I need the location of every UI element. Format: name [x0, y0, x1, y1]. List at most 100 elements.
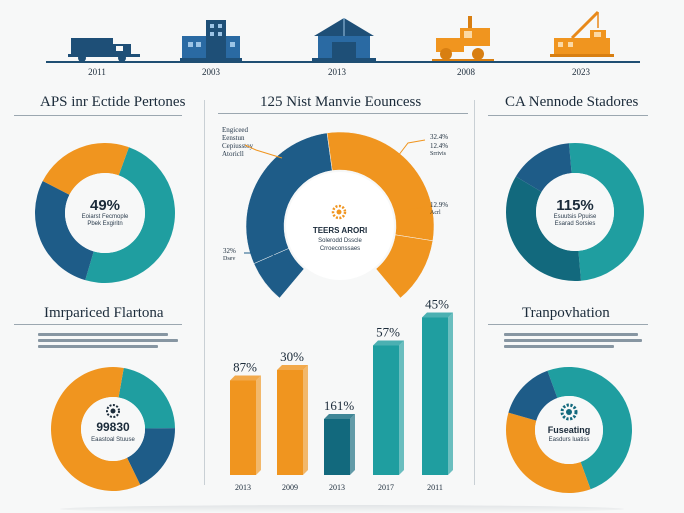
donut-slice: [127, 428, 175, 485]
donut-slice: [508, 370, 558, 421]
bar-side: [303, 365, 308, 475]
bar-category-label: 2011: [427, 483, 443, 492]
center-label: Engiceed: [222, 126, 249, 134]
center-label: Cepiusstoy: [222, 142, 254, 150]
bar-top: [324, 414, 355, 419]
bar: [373, 345, 399, 475]
bar-value-label: 30%: [280, 349, 304, 364]
donut-hole: [535, 396, 603, 464]
left-bottom-paragraph: [38, 330, 178, 351]
tractor-icon: [432, 16, 494, 62]
bar-value-label: 161%: [324, 398, 355, 413]
leader-line: [397, 139, 426, 157]
donut-hole: [81, 397, 145, 461]
left-top-donut: [35, 143, 175, 283]
column-divider: [204, 100, 205, 485]
bar-top: [422, 312, 453, 318]
callout-sub: Acrl: [430, 210, 441, 216]
donut-slice: [85, 147, 175, 283]
factory-icon: [180, 20, 242, 61]
left-top-caption: Eoiarst Fecmople: [81, 214, 129, 220]
bar-category-label: 2009: [282, 483, 298, 492]
callout-label: 12.9%: [430, 201, 449, 209]
bar-value-label: 57%: [376, 325, 400, 340]
donut-slice: [50, 366, 141, 491]
leader-line: [244, 252, 293, 263]
left-top-title: APS inr Ectide Pertones: [40, 94, 186, 110]
right-top-title: CA Nennode Stadores: [505, 94, 639, 110]
bar-top: [373, 340, 404, 346]
arc-segment: [375, 234, 434, 299]
bar-value-label: 87%: [233, 360, 257, 375]
timeline-year: 2003: [202, 67, 220, 77]
bar-side: [448, 312, 453, 475]
gear-icon: [560, 403, 578, 421]
right-bottom-caption: Easdurs luatiss: [548, 437, 590, 443]
bar-category-label: 2013: [329, 483, 345, 492]
gear-icon: [106, 404, 120, 418]
bar-side: [399, 340, 404, 475]
arc-center: [286, 172, 394, 280]
center-label: Atoricll: [222, 150, 244, 158]
right-top-caption: Esarad Sorsies: [554, 221, 596, 227]
center-label: Eenstun: [222, 134, 245, 142]
gear-icon: [331, 204, 347, 220]
callout-sub: Srrivis: [430, 151, 447, 157]
center-title: 125 Nist Manvie Eouncess: [260, 94, 422, 110]
right-bottom-donut: [506, 366, 633, 493]
arc-segment: [245, 132, 333, 264]
right-top-divider: [488, 115, 648, 116]
left-bottom-donut: [50, 366, 175, 491]
left-bottom-divider: [14, 324, 182, 325]
center-label-list: Engiceed Eenstun Cepiusstoy Atoricll: [222, 126, 253, 158]
center-emblem-title: TEERS ARORI: [312, 226, 368, 235]
arc-segment: [326, 131, 435, 242]
donut-slice: [568, 142, 645, 281]
right-bottom-title: Tranpovhation: [522, 305, 610, 321]
bar-side: [350, 414, 355, 475]
truck-icon: [68, 38, 140, 62]
center-arc-chart: [245, 131, 435, 299]
bar: [324, 419, 350, 475]
center-divider: [218, 113, 468, 114]
leader-line: [399, 206, 426, 217]
right-top-value: 115%: [556, 197, 594, 214]
right-bottom-divider: [488, 324, 648, 325]
callout-sub: Dsev: [223, 256, 236, 262]
center-emblem-sub: Crroeconssaes: [319, 246, 361, 252]
timeline: 2011 2003 2013 2008 2023: [0, 0, 684, 85]
left-bottom-value: 99830: [96, 420, 130, 434]
donut-slice: [118, 367, 175, 429]
ground-shadow: [60, 505, 624, 513]
bar-top: [277, 365, 308, 370]
left-top-value: 49%: [89, 197, 121, 214]
timeline-year: 2013: [328, 67, 346, 77]
crane-icon: [550, 10, 614, 57]
bar-category-label: 2017: [378, 483, 394, 492]
timeline-line: [46, 61, 640, 63]
right-bottom-paragraph: [504, 330, 644, 351]
donut-slice: [42, 143, 129, 195]
callout-label: 32.4%: [430, 133, 449, 141]
timeline-year: 2023: [572, 67, 590, 77]
donut-slice: [515, 143, 572, 192]
bar: [422, 317, 448, 475]
center-emblem-sub: Solerodd Dsscle: [318, 238, 362, 244]
leader-line: [244, 144, 283, 159]
right-top-donut: [506, 142, 645, 281]
warehouse-icon: [312, 18, 376, 61]
left-bottom-title: Imrpariced Flartona: [44, 305, 164, 321]
timeline-year: 2008: [457, 67, 475, 77]
donut-hole: [536, 173, 614, 251]
column-divider: [474, 100, 475, 485]
donut-slice: [506, 412, 591, 493]
donut-slice: [547, 366, 633, 490]
bar-value-label: 45%: [425, 297, 449, 312]
left-top-divider: [14, 115, 182, 116]
left-bottom-caption: Eaastoal Stuuse: [91, 437, 135, 443]
center-bar-chart: 87% 2013 30% 2009 161% 2013 57% 2017 45% 2011: [230, 297, 453, 492]
donut-slice: [506, 176, 582, 281]
bar-top: [230, 375, 261, 381]
left-top-caption: Pbek Exgiritn: [87, 221, 123, 227]
